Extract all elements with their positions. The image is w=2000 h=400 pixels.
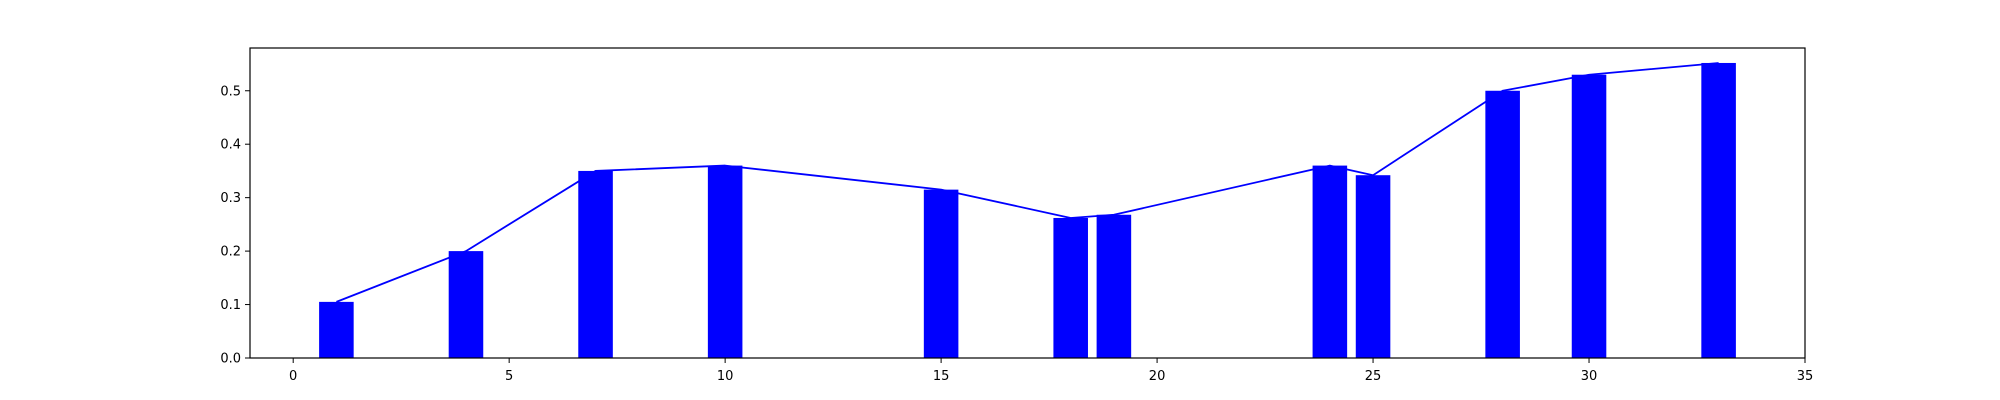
x-tick-label: 0 bbox=[289, 369, 297, 384]
bar bbox=[1701, 62, 1736, 359]
line-layer bbox=[336, 62, 1719, 303]
bar bbox=[1485, 90, 1520, 359]
bar bbox=[578, 170, 613, 358]
bar bbox=[707, 165, 743, 358]
bar bbox=[1312, 165, 1348, 358]
x-tick-label: 20 bbox=[1149, 369, 1166, 384]
y-tick-label: 0.4 bbox=[220, 138, 241, 153]
bar bbox=[448, 251, 484, 358]
series-line bbox=[336, 62, 1719, 303]
x-tick-label: 30 bbox=[1581, 369, 1598, 384]
x-tick-label: 15 bbox=[933, 369, 950, 384]
bar bbox=[319, 301, 354, 358]
axes-frame bbox=[249, 47, 1806, 359]
bar bbox=[1053, 217, 1088, 358]
axis-ticks: 0 5 10 15 20 25 30 35 0.0 0.1 0.2 0.3 0.4 0.5 bbox=[220, 84, 1813, 384]
y-tick-label: 0.5 bbox=[220, 84, 241, 99]
bar bbox=[1096, 214, 1132, 358]
bar bbox=[1355, 175, 1391, 358]
y-tick-label: 0.3 bbox=[220, 191, 241, 206]
y-tick-label: 0.0 bbox=[220, 352, 241, 367]
bar bbox=[1571, 74, 1607, 359]
x-tick-label: 5 bbox=[505, 369, 513, 384]
x-tick-label: 25 bbox=[1365, 369, 1382, 384]
x-tick-label: 10 bbox=[717, 369, 734, 384]
y-tick-label: 0.2 bbox=[220, 245, 241, 260]
x-tick-label: 35 bbox=[1797, 369, 1814, 384]
bars-layer bbox=[319, 62, 1736, 359]
y-tick-label: 0.1 bbox=[220, 298, 241, 313]
bar bbox=[923, 189, 959, 358]
